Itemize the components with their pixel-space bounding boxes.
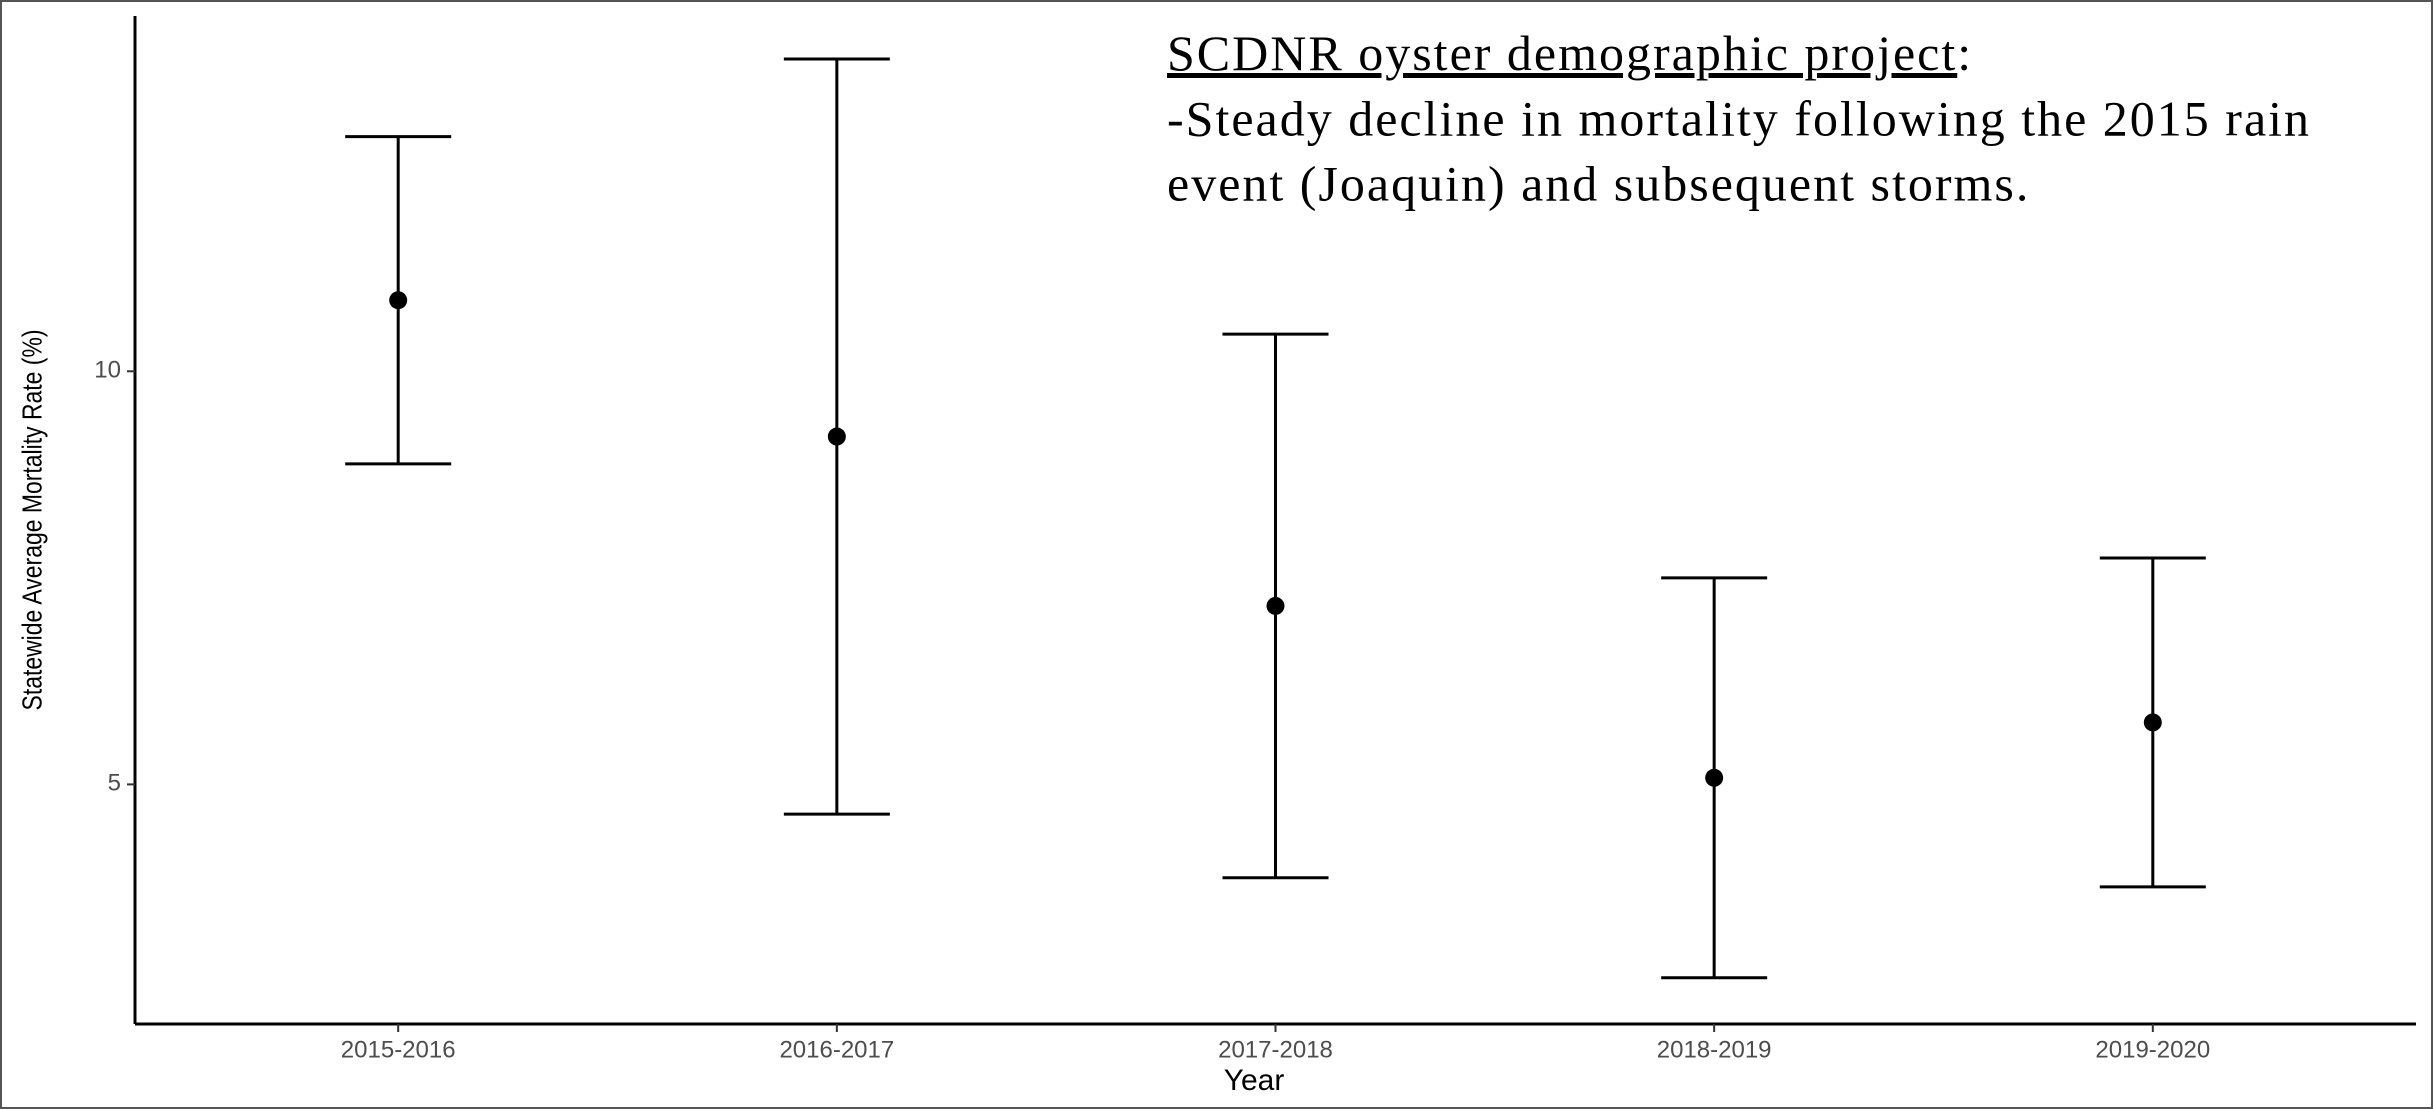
x-tick-label: 2019-2020 — [2095, 1036, 2210, 1063]
y-axis-title: Statewide Average Mortality Rate (%) — [17, 330, 48, 711]
point — [389, 291, 408, 310]
point — [827, 427, 846, 446]
annotation-line: event (Joaquin) and subsequent storms. — [1167, 155, 2030, 211]
y-tick-label: 5 — [108, 770, 121, 797]
x-tick-label: 2018-2019 — [1657, 1036, 1772, 1063]
annotation-heading: SCDNR oyster demographic project: — [1167, 25, 1973, 81]
x-axis-title: Year — [1224, 1064, 1285, 1097]
x-tick-label: 2015-2016 — [341, 1036, 456, 1063]
point — [1266, 596, 1285, 615]
point — [2143, 713, 2162, 732]
x-tick-label: 2016-2017 — [779, 1036, 894, 1063]
annotation-heading-text: SCDNR oyster demographic project — [1167, 25, 1957, 81]
annotation-line: -Steady decline in mortality following t… — [1167, 90, 2311, 146]
y-tick-label: 10 — [94, 357, 121, 384]
x-tick-label: 2017-2018 — [1218, 1036, 1333, 1063]
annotation-heading-suffix: : — [1957, 25, 1973, 81]
point — [1705, 768, 1724, 787]
